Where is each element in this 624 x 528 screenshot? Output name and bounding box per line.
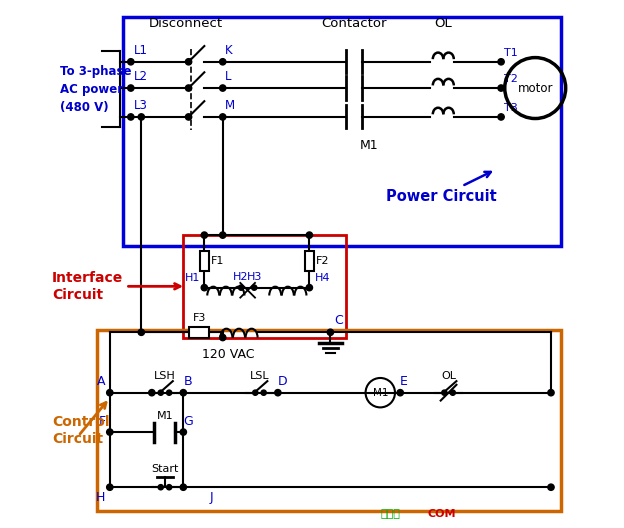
Circle shape [158,390,163,395]
Text: F3: F3 [192,313,206,323]
Circle shape [238,285,244,290]
Circle shape [167,485,172,490]
Text: OL: OL [434,17,452,30]
Circle shape [138,329,144,335]
Text: 接线图: 接线图 [380,509,400,518]
Circle shape [548,484,554,491]
Text: Start: Start [151,464,178,474]
Text: B: B [183,375,192,389]
Bar [183,235,346,337]
Text: 120 VAC: 120 VAC [202,348,255,361]
Bar [97,329,562,511]
Circle shape [180,484,187,491]
Circle shape [220,114,226,120]
Text: COM: COM [427,509,456,518]
Text: F2: F2 [316,257,329,266]
Text: E: E [400,375,408,389]
Circle shape [450,390,456,395]
Text: LSH: LSH [154,371,176,381]
Text: M1: M1 [157,410,173,420]
Text: L3: L3 [134,99,147,112]
Circle shape [180,429,187,435]
Circle shape [107,484,113,491]
Text: M1: M1 [359,139,378,152]
Text: Contactor: Contactor [321,17,387,30]
Circle shape [128,114,134,120]
Text: C: C [334,314,343,327]
Circle shape [180,390,187,396]
Circle shape [201,232,208,238]
Circle shape [220,334,226,341]
Circle shape [185,114,192,120]
Text: L1: L1 [134,43,147,56]
Text: H2: H2 [233,272,249,282]
Circle shape [261,390,266,395]
Text: M1: M1 [373,388,388,398]
Circle shape [306,232,313,238]
Text: H3: H3 [246,272,262,282]
Bar [305,251,314,271]
Text: Power Circuit: Power Circuit [386,172,496,204]
Circle shape [251,285,257,290]
Text: A: A [97,375,105,389]
Circle shape [275,390,281,396]
Circle shape [138,114,144,120]
Circle shape [498,85,504,91]
Text: To 3-phase
AC power
(480 V): To 3-phase AC power (480 V) [60,65,132,114]
Text: J: J [210,492,213,504]
Circle shape [128,85,134,91]
Text: Interface
Circuit: Interface Circuit [52,271,124,302]
Circle shape [442,390,447,395]
Circle shape [107,390,113,396]
Text: G: G [183,415,193,428]
Text: Control
Circuit: Control Circuit [52,415,110,446]
Bar [123,17,562,246]
Circle shape [397,390,403,396]
Circle shape [498,114,504,120]
Text: T1: T1 [504,48,517,58]
Circle shape [107,429,113,435]
Text: Disconnect: Disconnect [149,17,223,30]
Circle shape [306,285,313,291]
Circle shape [327,329,334,335]
Circle shape [185,59,192,65]
Text: F1: F1 [211,257,224,266]
Circle shape [220,232,226,238]
Text: L: L [225,70,232,83]
Bar [200,251,209,271]
Circle shape [149,390,155,396]
Text: H: H [96,492,105,504]
Bar [189,326,209,338]
Circle shape [158,485,163,490]
Circle shape [498,59,504,65]
Text: H4: H4 [314,274,330,284]
Text: D: D [278,375,288,389]
Text: K: K [225,43,233,56]
Text: L2: L2 [134,70,147,83]
Circle shape [167,390,172,395]
Text: motor: motor [517,81,553,95]
Text: F: F [99,415,105,428]
Circle shape [185,85,192,91]
Text: T3: T3 [504,103,517,113]
Circle shape [201,285,208,291]
Circle shape [253,390,258,395]
Circle shape [548,390,554,396]
Text: LSL: LSL [250,371,270,381]
Text: H1: H1 [185,274,200,284]
Text: M: M [225,99,235,112]
Circle shape [220,85,226,91]
Circle shape [128,59,134,65]
Text: OL: OL [441,371,456,381]
Circle shape [220,59,226,65]
Text: T2: T2 [504,74,517,84]
